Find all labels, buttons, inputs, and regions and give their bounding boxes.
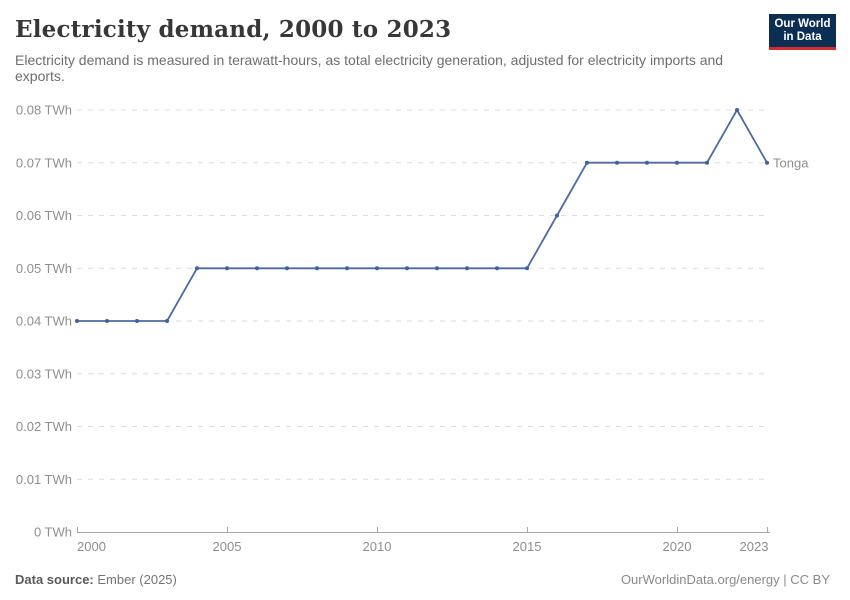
owid-logo[interactable]: Our World in Data — [769, 14, 836, 50]
data-point[interactable] — [345, 266, 349, 271]
data-point[interactable] — [225, 266, 229, 271]
data-point[interactable] — [165, 319, 169, 323]
data-line-tonga[interactable] — [77, 109, 768, 322]
y-tick-label: 0.03 TWh — [16, 366, 72, 381]
data-source-value[interactable]: Ember (2025) — [97, 572, 177, 587]
data-point[interactable] — [75, 319, 79, 323]
data-point[interactable] — [735, 108, 739, 112]
data-point[interactable] — [495, 266, 499, 271]
license-link[interactable]: OurWorldinData.org/energy | CC BY — [620, 572, 830, 587]
chart-title: Electricity demand, 2000 to 2023 — [15, 16, 452, 43]
x-tick-label: 2020 — [663, 539, 692, 554]
y-tick-label: 0.01 TWh — [16, 472, 72, 487]
y-tick-label: 0.05 TWh — [16, 261, 72, 276]
y-tick-label: 0.06 TWh — [16, 208, 72, 223]
chart-header: Electricity demand, 2000 to 2023 Electri… — [15, 16, 760, 84]
y-tick-label: 0.04 TWh — [16, 314, 72, 329]
x-tick-label: 2023 — [740, 539, 769, 554]
chart-footer: Data source: Ember (2025) OurWorldinData… — [15, 572, 830, 587]
data-point[interactable] — [105, 319, 109, 323]
data-point[interactable] — [555, 213, 559, 218]
data-point[interactable] — [615, 160, 619, 165]
x-tick-label: 2015 — [513, 539, 542, 554]
y-tick-label: 0 TWh — [34, 525, 72, 540]
data-point[interactable] — [585, 160, 589, 165]
x-tick-label: 2000 — [77, 539, 106, 554]
x-tick-label: 2010 — [363, 539, 392, 554]
data-point[interactable] — [525, 266, 529, 271]
data-point[interactable] — [195, 266, 199, 271]
y-tick-label: 0.08 TWh — [16, 103, 72, 118]
data-point[interactable] — [405, 266, 409, 271]
owid-logo-line2: in Data — [783, 30, 822, 43]
data-point[interactable] — [765, 160, 769, 165]
owid-logo-line1: Our World — [774, 17, 831, 30]
data-point[interactable] — [465, 266, 469, 271]
y-tick-label: 0.02 TWh — [16, 419, 72, 434]
data-point[interactable] — [135, 319, 139, 323]
data-point[interactable] — [255, 266, 259, 271]
data-source[interactable]: Data source: Ember (2025) — [15, 572, 177, 587]
data-point[interactable] — [705, 160, 709, 165]
x-tick-label: 2005 — [213, 539, 242, 554]
data-point[interactable] — [375, 266, 379, 271]
series-label-tonga[interactable]: Tonga — [773, 155, 809, 170]
data-point[interactable] — [315, 266, 319, 271]
chart-subtitle: Electricity demand is measured in terawa… — [15, 52, 724, 84]
y-tick-label: 0.07 TWh — [16, 155, 72, 170]
data-point[interactable] — [435, 266, 439, 271]
data-source-label: Data source: — [15, 572, 94, 587]
data-point[interactable] — [675, 160, 679, 165]
data-point[interactable] — [645, 160, 649, 165]
data-point[interactable] — [285, 266, 289, 271]
